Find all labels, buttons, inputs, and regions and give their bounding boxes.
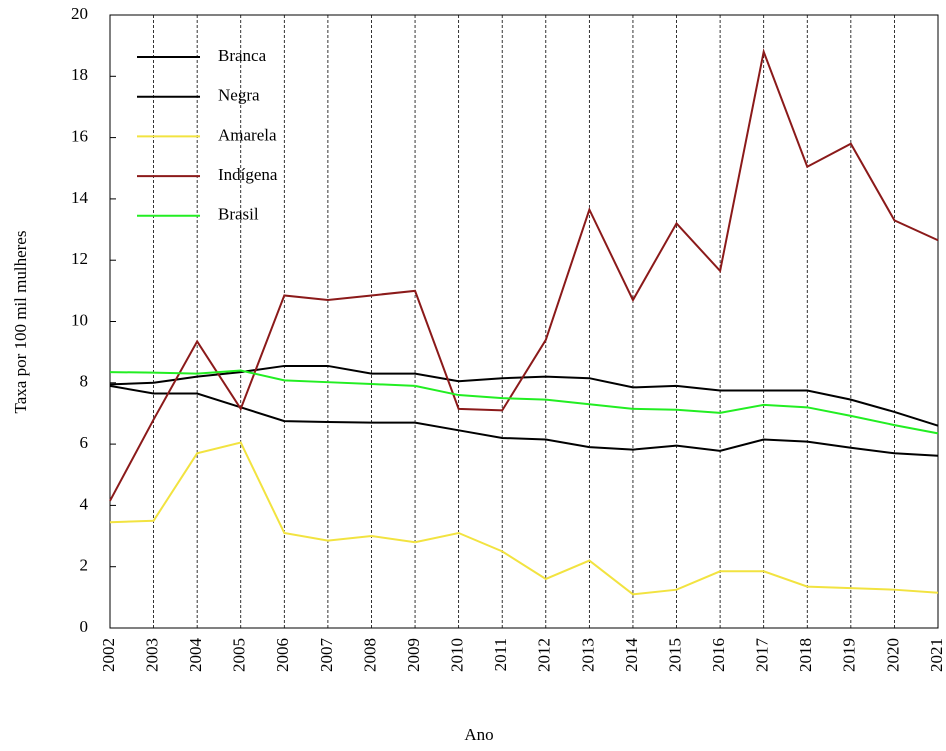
legend-label: Branca xyxy=(218,46,267,65)
y-axis-label: Taxa por 100 mil mulheres xyxy=(11,231,30,414)
y-tick-label: 10 xyxy=(71,310,88,329)
legend-label: Brasil xyxy=(218,205,259,224)
y-tick-label: 6 xyxy=(80,433,89,452)
plot-frame xyxy=(109,14,939,629)
x-tick-label: 2007 xyxy=(317,638,336,673)
y-tick-label: 18 xyxy=(71,65,88,84)
x-tick-label: 2005 xyxy=(230,638,249,672)
series-line xyxy=(109,369,939,435)
x-tick-label: 2006 xyxy=(273,638,292,672)
y-tick-label: 8 xyxy=(80,372,89,391)
legend-label: Negra xyxy=(218,86,260,105)
legend-label: Indígena xyxy=(218,165,278,184)
x-tick-label: 2015 xyxy=(665,638,684,672)
series-line xyxy=(109,384,939,457)
series-line xyxy=(109,364,939,427)
x-axis-label: Ano xyxy=(464,725,493,744)
x-tick-label: 2017 xyxy=(753,638,772,673)
x-tick-label: 2020 xyxy=(883,638,902,672)
y-tick-label: 2 xyxy=(80,556,89,575)
series-line xyxy=(109,48,939,502)
x-tick-label: 2002 xyxy=(99,638,118,672)
y-tick-label: 12 xyxy=(71,249,88,268)
x-tick-label: 2004 xyxy=(186,638,205,673)
x-tick-label: 2021 xyxy=(927,638,946,672)
x-tick-label: 2012 xyxy=(535,638,554,672)
x-tick-label: 2014 xyxy=(622,638,641,673)
x-tick-label: 2019 xyxy=(840,638,859,672)
y-tick-label: 0 xyxy=(80,617,89,636)
x-tick-label: 2003 xyxy=(142,638,161,672)
legend-label: Amarela xyxy=(218,125,277,144)
x-tick-label: 2013 xyxy=(578,638,597,672)
x-tick-label: 2009 xyxy=(404,638,423,672)
y-tick-label: 14 xyxy=(71,188,89,207)
y-tick-label: 4 xyxy=(80,494,89,513)
x-tick-label: 2018 xyxy=(796,638,815,672)
x-tick-label: 2010 xyxy=(448,638,467,672)
x-tick-label: 2016 xyxy=(709,638,728,672)
y-tick-label: 16 xyxy=(71,127,88,146)
x-tick-label: 2008 xyxy=(360,638,379,672)
x-tick-label: 2011 xyxy=(491,638,510,671)
y-tick-label: 20 xyxy=(71,4,88,23)
series-line xyxy=(109,441,939,596)
